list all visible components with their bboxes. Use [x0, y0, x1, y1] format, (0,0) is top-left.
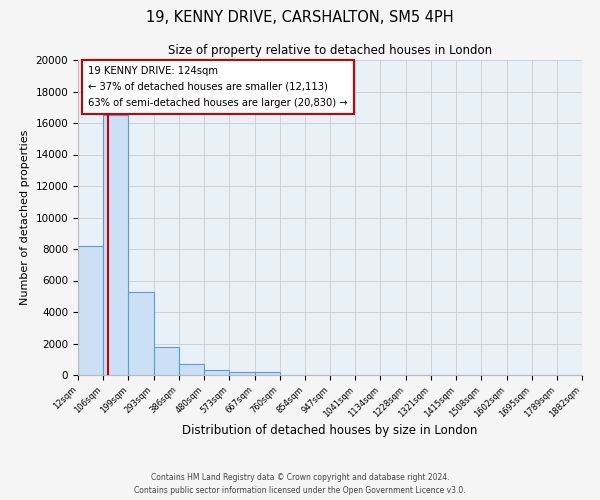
Y-axis label: Number of detached properties: Number of detached properties [20, 130, 30, 305]
Text: 19, KENNY DRIVE, CARSHALTON, SM5 4PH: 19, KENNY DRIVE, CARSHALTON, SM5 4PH [146, 10, 454, 25]
Bar [154, 346, 179, 375]
Bar [128, 292, 154, 375]
Bar [103, 115, 128, 375]
Bar [229, 372, 254, 375]
X-axis label: Distribution of detached houses by size in London: Distribution of detached houses by size … [182, 424, 478, 438]
Text: 19 KENNY DRIVE: 124sqm
← 37% of detached houses are smaller (12,113)
63% of semi: 19 KENNY DRIVE: 124sqm ← 37% of detached… [88, 66, 348, 108]
Bar [254, 372, 280, 375]
Bar [179, 364, 204, 375]
Title: Size of property relative to detached houses in London: Size of property relative to detached ho… [168, 44, 492, 58]
Bar [78, 246, 103, 375]
Text: Contains HM Land Registry data © Crown copyright and database right 2024.
Contai: Contains HM Land Registry data © Crown c… [134, 473, 466, 495]
Bar [204, 370, 229, 375]
